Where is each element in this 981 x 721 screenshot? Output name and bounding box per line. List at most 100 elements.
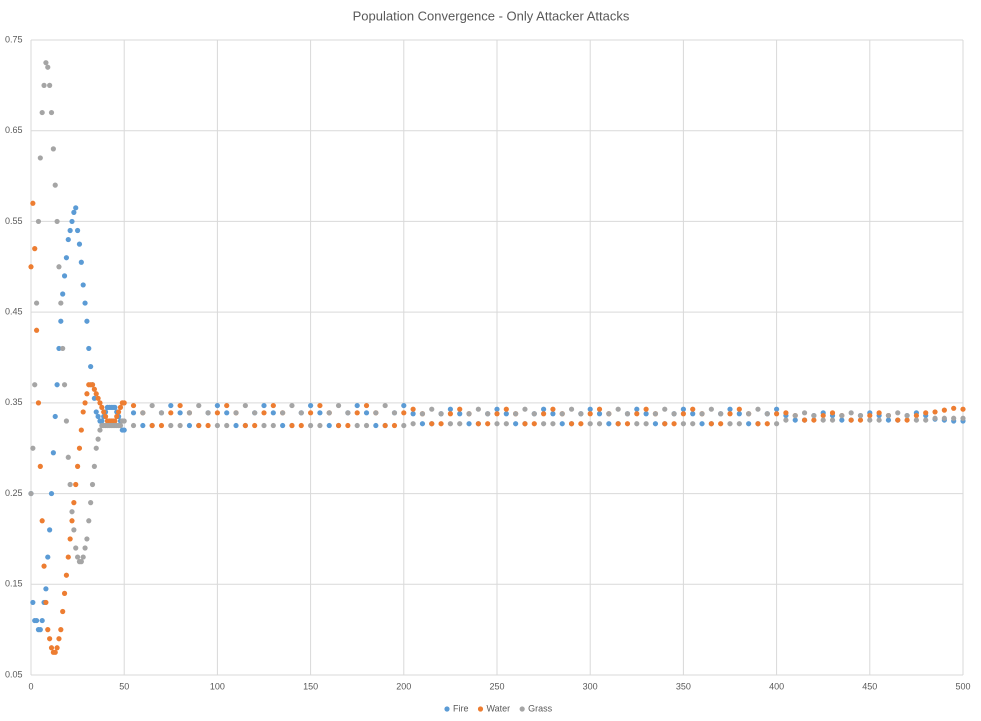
point [652,421,659,427]
point [801,410,808,416]
point [89,481,96,488]
point [466,421,472,427]
point [708,421,714,427]
point [587,406,593,412]
point [494,421,500,427]
y-tick-label: 0.15 [5,579,23,589]
point [624,421,631,427]
point [885,412,892,419]
point [32,382,38,388]
point [186,410,193,416]
point [662,421,668,427]
point [39,617,45,624]
point [58,300,64,306]
point [680,421,687,427]
point [88,500,94,506]
point [102,413,109,420]
point [73,205,79,211]
point [503,406,509,412]
point [71,209,77,215]
point [76,445,83,451]
point [224,402,230,409]
point [326,422,332,429]
point [114,413,120,420]
point [158,410,165,416]
point [913,412,920,419]
point [58,318,64,324]
point [606,421,612,427]
point [466,411,472,417]
point [578,421,584,427]
point [39,109,45,116]
point [774,406,780,412]
point [848,410,854,416]
point [848,417,854,423]
point [671,421,677,427]
point [35,218,42,225]
point [69,218,75,225]
point [54,645,60,651]
point [792,417,798,423]
point [559,421,565,427]
point [186,422,193,429]
point [960,415,966,421]
point [130,410,137,416]
point [690,406,696,412]
point [410,421,416,427]
point [48,490,55,497]
point [54,382,60,388]
point [680,411,687,417]
point [774,421,780,427]
point [494,411,500,417]
point [177,402,183,409]
x-tick-label: 500 [955,681,970,691]
point [93,391,99,397]
point [280,422,286,429]
point [270,402,276,409]
point [457,411,463,417]
point [93,445,99,451]
point [52,413,58,420]
point [101,409,107,415]
point [550,421,556,427]
y-tick-label: 0.35 [5,397,23,407]
point [91,395,97,401]
point [876,417,882,423]
point [177,410,183,416]
point [289,422,295,429]
point [88,363,94,370]
point [121,400,127,406]
point [373,410,379,416]
point [75,463,81,469]
x-tick-label: 100 [210,681,225,691]
point [485,411,491,417]
point [699,411,705,417]
point [33,617,40,624]
x-tick-label: 400 [769,681,784,691]
point [149,422,155,429]
point [50,146,56,152]
point [541,411,547,417]
x-tick-label: 150 [303,681,318,691]
legend-label: Grass [528,703,553,713]
point [261,402,267,409]
point [67,481,73,488]
point [168,410,174,416]
y-tick-label: 0.45 [5,307,23,317]
point [932,415,938,421]
point [35,400,42,406]
point [78,259,84,265]
point [91,386,97,392]
point [951,405,957,411]
point [839,417,845,423]
point [941,407,947,413]
point [214,422,220,429]
point [317,402,323,409]
point [634,406,640,412]
point [242,402,248,409]
point [718,411,724,417]
point [503,421,509,427]
point [447,421,453,427]
point [764,421,770,427]
point [261,422,267,429]
